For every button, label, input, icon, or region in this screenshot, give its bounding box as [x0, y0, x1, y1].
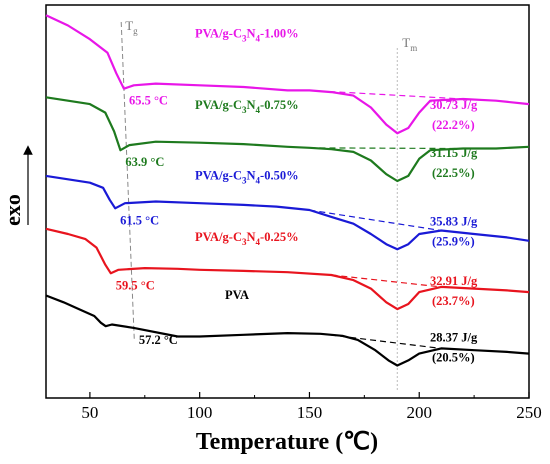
- series-label-2: PVA/g-C3N4-0.50%: [195, 168, 299, 185]
- x-axis: 50 100 150 200 250: [81, 392, 542, 422]
- series-line-4: [45, 294, 530, 367]
- x-tick-label-250: 250: [516, 403, 542, 422]
- crystallinity-label-2: (25.9%): [432, 234, 475, 248]
- series-label-3: PVA/g-C3N4-0.25%: [195, 230, 299, 247]
- baseline-4: [320, 333, 442, 350]
- enthalpy-label-2: 35.83 J/g: [430, 214, 478, 228]
- tm-marker: Tm: [402, 35, 417, 53]
- baseline-0: [309, 89, 464, 100]
- baseline-3: [331, 274, 442, 288]
- baseline-group: [309, 89, 464, 350]
- tg-label-1: 63.9 °C: [125, 155, 164, 169]
- baseline-1: [309, 147, 464, 150]
- label-group: 65.5 °C PVA/g-C3N4-1.00% 30.73 J/g (22.2%) 6…: [116, 26, 478, 364]
- x-tick-label-200: 200: [406, 403, 432, 422]
- tg-guide-line: [120, 21, 135, 341]
- crystallinity-label-1: (22.5%): [432, 166, 475, 180]
- y-axis-title: exo: [0, 194, 25, 226]
- enthalpy-label-4: 28.37 J/g: [430, 331, 478, 345]
- x-tick-label-100: 100: [187, 403, 213, 422]
- enthalpy-label-0: 30.73 J/g: [430, 98, 478, 112]
- x-axis-title: Temperature (℃): [196, 429, 378, 455]
- series-line-3: [45, 227, 530, 311]
- tg-label-3: 59.5 °C: [116, 278, 155, 292]
- enthalpy-label-1: 31.15 J/g: [430, 146, 478, 160]
- plot-frame: [45, 4, 530, 399]
- crystallinity-label-4: (20.5%): [432, 351, 475, 365]
- crystallinity-label-3: (23.7%): [432, 294, 475, 308]
- tg-label-0: 65.5 °C: [129, 94, 168, 108]
- tg-label-4: 57.2 °C: [139, 333, 178, 347]
- series-group: [45, 14, 530, 367]
- x-tick-label-150: 150: [297, 403, 323, 422]
- crystallinity-label-0: (22.2%): [432, 118, 475, 132]
- tg-marker: Tg: [125, 18, 138, 36]
- tg-label-2: 61.5 °C: [120, 213, 159, 227]
- series-label-1: PVA/g-C3N4-0.75%: [195, 98, 299, 115]
- series-label-4: PVA: [225, 288, 249, 302]
- series-label-0: PVA/g-C3N4-1.00%: [195, 26, 299, 43]
- x-tick-label-50: 50: [81, 403, 98, 422]
- enthalpy-label-3: 32.91 J/g: [430, 274, 478, 288]
- baseline-2: [309, 209, 442, 232]
